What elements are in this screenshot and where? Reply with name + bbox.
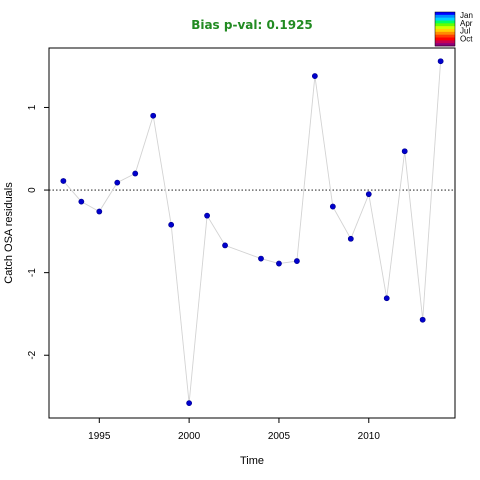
data-point <box>258 255 264 262</box>
x-axis-label: Time <box>240 455 264 467</box>
data-point <box>311 73 318 79</box>
data-point <box>168 221 175 228</box>
legend-color-band <box>435 37 455 41</box>
legend-color-band <box>435 29 455 33</box>
data-point <box>329 203 336 210</box>
data-point <box>401 148 408 155</box>
x-tick-label: 2005 <box>268 431 291 442</box>
x-tick-label: 2000 <box>178 431 201 442</box>
data-point <box>132 170 139 177</box>
data-point <box>204 212 210 219</box>
data-point <box>150 112 157 119</box>
data-point <box>347 235 354 242</box>
y-tick-label: -1 <box>27 268 38 277</box>
data-point <box>222 242 228 249</box>
data-point <box>96 208 103 215</box>
legend-color-band <box>435 20 455 24</box>
data-point <box>78 198 85 205</box>
data-point <box>186 400 193 407</box>
y-tick-label: -2 <box>27 350 38 359</box>
legend-color-band <box>435 26 455 30</box>
data-point <box>419 316 426 323</box>
data-point <box>294 258 300 264</box>
residual-line <box>63 61 442 404</box>
residual-points <box>60 58 444 407</box>
legend-color-band <box>435 12 455 16</box>
x-tick-label: 1995 <box>88 431 111 442</box>
legend-month-label: Jul <box>460 27 470 36</box>
legend-color-band <box>435 31 455 35</box>
legend-color-band <box>435 14 455 18</box>
legend-month-label: Oct <box>460 34 473 43</box>
legend-month-label: Apr <box>460 19 473 28</box>
y-tick-label: 1 <box>27 104 38 110</box>
legend-color-band <box>435 43 455 47</box>
legend-color-band <box>435 17 455 21</box>
legend-color-band <box>435 40 455 44</box>
y-tick-label: 0 <box>27 187 38 193</box>
data-point <box>437 58 444 65</box>
legend-color-bar-border <box>434 11 456 47</box>
legend-color-band <box>435 23 455 27</box>
data-point <box>383 295 390 302</box>
legend-color-band <box>435 34 455 38</box>
data-point <box>60 178 67 184</box>
data-point <box>114 179 121 186</box>
data-point <box>276 260 282 267</box>
y-axis: -2 -1 0 1 <box>27 104 49 360</box>
residual-series-line <box>63 61 442 404</box>
y-axis-label: Catch OSA residuals <box>3 182 15 284</box>
chart-title: Bias p-val: 0.1925 <box>191 18 313 32</box>
legend-month-label: Jan <box>460 11 473 20</box>
x-axis: 1995 2000 2005 2010 <box>88 418 380 442</box>
x-tick-label: 2010 <box>358 431 381 442</box>
plot-frame <box>48 47 456 419</box>
data-point <box>365 191 372 198</box>
